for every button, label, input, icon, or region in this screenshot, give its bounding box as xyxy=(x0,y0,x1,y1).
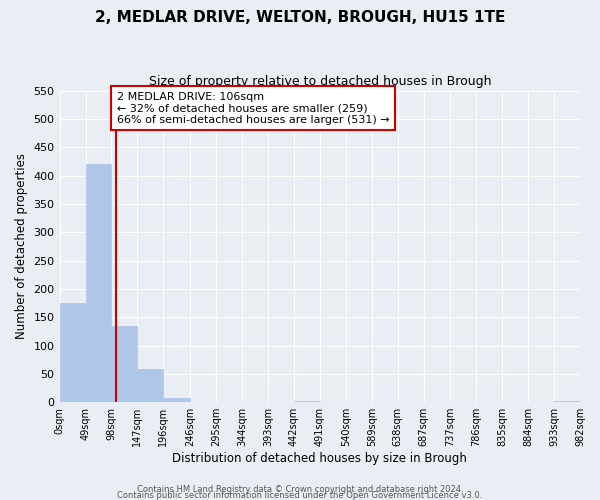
Bar xyxy=(294,401,320,402)
Text: Contains HM Land Registry data © Crown copyright and database right 2024.: Contains HM Land Registry data © Crown c… xyxy=(137,484,463,494)
Text: Contains public sector information licensed under the Open Government Licence v3: Contains public sector information licen… xyxy=(118,490,482,500)
Bar xyxy=(59,303,86,402)
Text: 2 MEDLAR DRIVE: 106sqm
← 32% of detached houses are smaller (259)
66% of semi-de: 2 MEDLAR DRIVE: 106sqm ← 32% of detached… xyxy=(117,92,389,125)
Bar xyxy=(112,326,137,402)
Bar xyxy=(137,370,163,402)
X-axis label: Distribution of detached houses by size in Brough: Distribution of detached houses by size … xyxy=(172,452,467,465)
Bar xyxy=(86,164,112,402)
Bar xyxy=(554,401,580,402)
Y-axis label: Number of detached properties: Number of detached properties xyxy=(15,154,28,340)
Title: Size of property relative to detached houses in Brough: Size of property relative to detached ho… xyxy=(149,75,491,88)
Bar xyxy=(163,398,190,402)
Text: 2, MEDLAR DRIVE, WELTON, BROUGH, HU15 1TE: 2, MEDLAR DRIVE, WELTON, BROUGH, HU15 1T… xyxy=(95,10,505,25)
